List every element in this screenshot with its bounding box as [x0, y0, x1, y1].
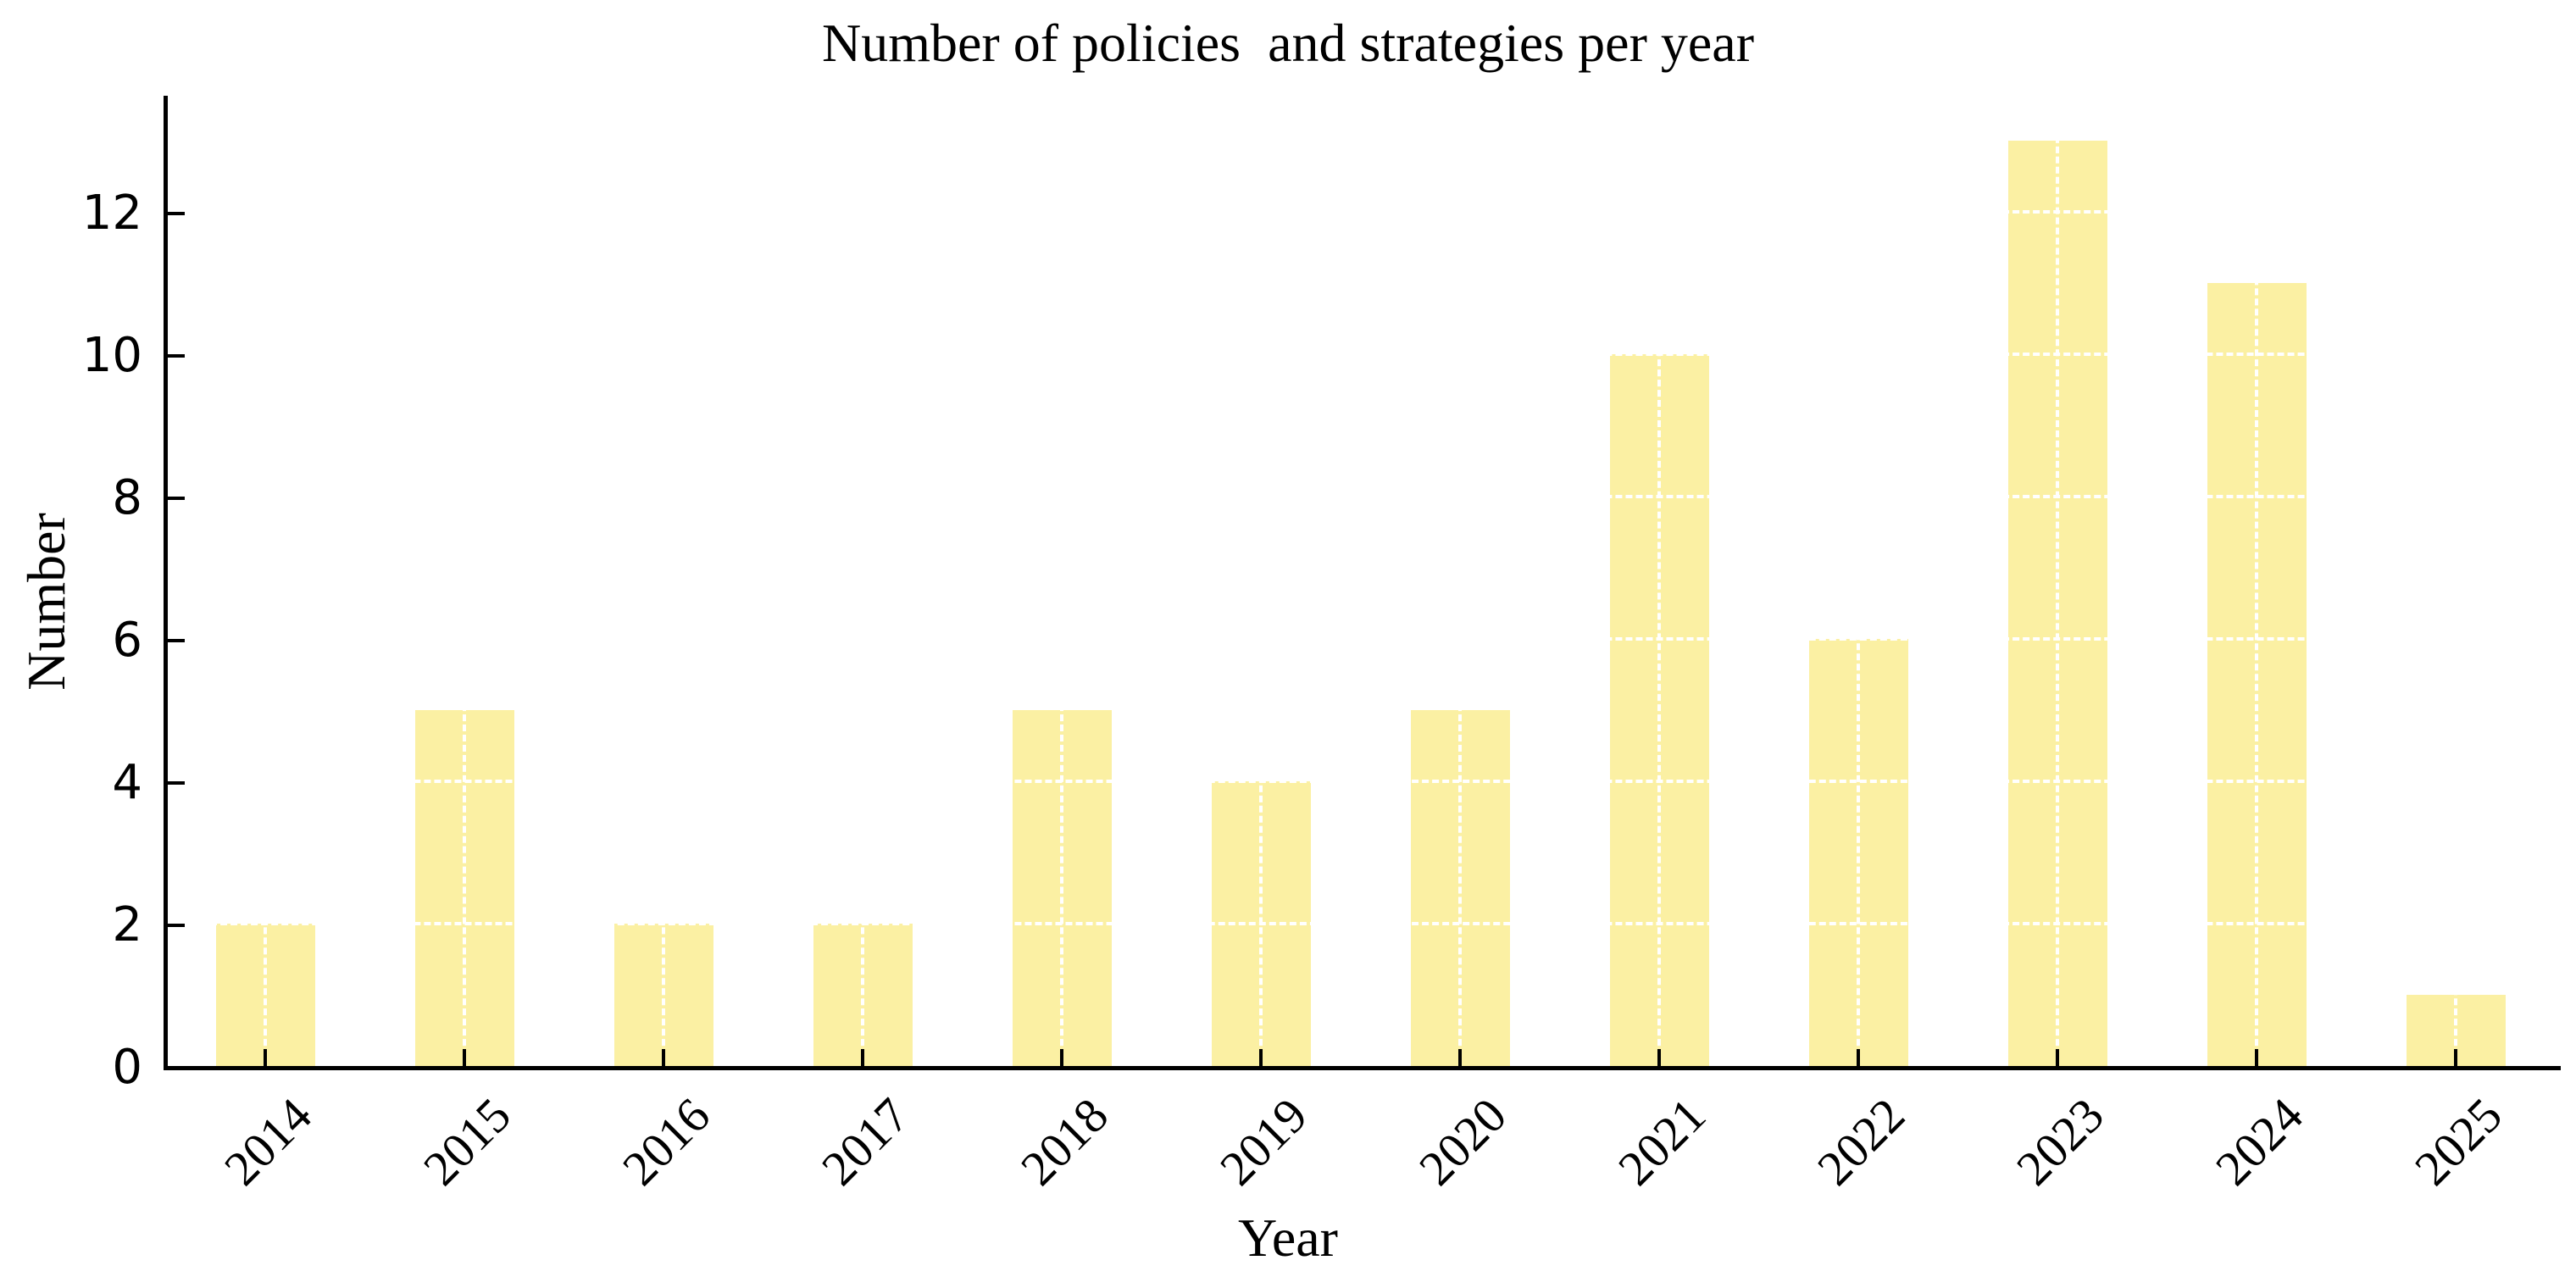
gridline-vertical — [662, 96, 665, 1066]
gridline-vertical — [1060, 96, 1063, 1066]
x-tick-mark — [463, 1049, 466, 1066]
x-tick-label: 2014 — [214, 1087, 323, 1196]
y-axis-spine — [164, 96, 168, 1070]
gridline-vertical — [1857, 96, 1860, 1066]
gridline-vertical — [1259, 96, 1263, 1066]
y-tick-mark — [168, 781, 185, 785]
gridline-vertical — [264, 96, 267, 1066]
y-tick-label: 10 — [81, 328, 142, 383]
x-tick-mark — [1857, 1049, 1860, 1066]
x-tick-label: 2024 — [2205, 1087, 2314, 1196]
x-tick-mark — [1657, 1049, 1661, 1066]
gridline-vertical — [2454, 96, 2457, 1066]
y-tick-mark — [168, 497, 185, 500]
x-tick-label: 2017 — [811, 1087, 920, 1196]
gridline-horizontal — [169, 495, 2559, 498]
x-tick-mark — [264, 1049, 267, 1066]
chart-title: Number of policies and strategies per ye… — [821, 13, 1755, 73]
gridline-horizontal — [169, 922, 2559, 925]
gridline-horizontal — [169, 210, 2559, 214]
x-tick-label: 2018 — [1010, 1087, 1119, 1196]
x-tick-mark — [2056, 1049, 2059, 1066]
x-tick-mark — [1458, 1049, 1462, 1066]
gridline-vertical — [2255, 96, 2258, 1066]
x-tick-label: 2016 — [612, 1087, 721, 1196]
x-tick-label: 2019 — [1209, 1087, 1319, 1196]
x-tick-label: 2015 — [413, 1087, 522, 1196]
y-tick-label: 4 — [112, 755, 142, 810]
gridline-horizontal — [169, 637, 2559, 641]
gridline-vertical — [463, 96, 466, 1066]
y-tick-label: 2 — [112, 897, 142, 952]
y-tick-mark — [168, 924, 185, 927]
x-tick-label: 2021 — [1607, 1087, 1717, 1196]
gridline-vertical — [2056, 96, 2059, 1066]
y-tick-mark — [168, 1066, 185, 1069]
gridline-vertical — [1657, 96, 1661, 1066]
gridline-vertical — [861, 96, 864, 1066]
y-tick-mark — [168, 212, 185, 215]
x-tick-label: 2020 — [1408, 1087, 1518, 1196]
y-tick-label: 12 — [81, 186, 142, 241]
x-axis-label: Year — [1238, 1208, 1338, 1268]
x-tick-label: 2023 — [2006, 1087, 2115, 1196]
y-tick-label: 8 — [112, 470, 142, 525]
y-tick-mark — [168, 354, 185, 358]
x-tick-label: 2022 — [1807, 1087, 1916, 1196]
x-tick-mark — [662, 1049, 665, 1066]
x-tick-mark — [1060, 1049, 1063, 1066]
gridline-vertical — [1458, 96, 1462, 1066]
gridline-horizontal — [169, 780, 2559, 783]
x-tick-mark — [2255, 1049, 2258, 1066]
y-tick-label: 6 — [112, 613, 142, 668]
x-tick-mark — [861, 1049, 864, 1066]
x-tick-mark — [1259, 1049, 1263, 1066]
x-tick-label: 2025 — [2404, 1087, 2513, 1196]
y-tick-mark — [168, 639, 185, 642]
gridline-horizontal — [169, 353, 2559, 356]
x-axis-spine — [164, 1066, 2561, 1070]
y-tick-label: 0 — [112, 1040, 142, 1095]
x-tick-mark — [2454, 1049, 2457, 1066]
